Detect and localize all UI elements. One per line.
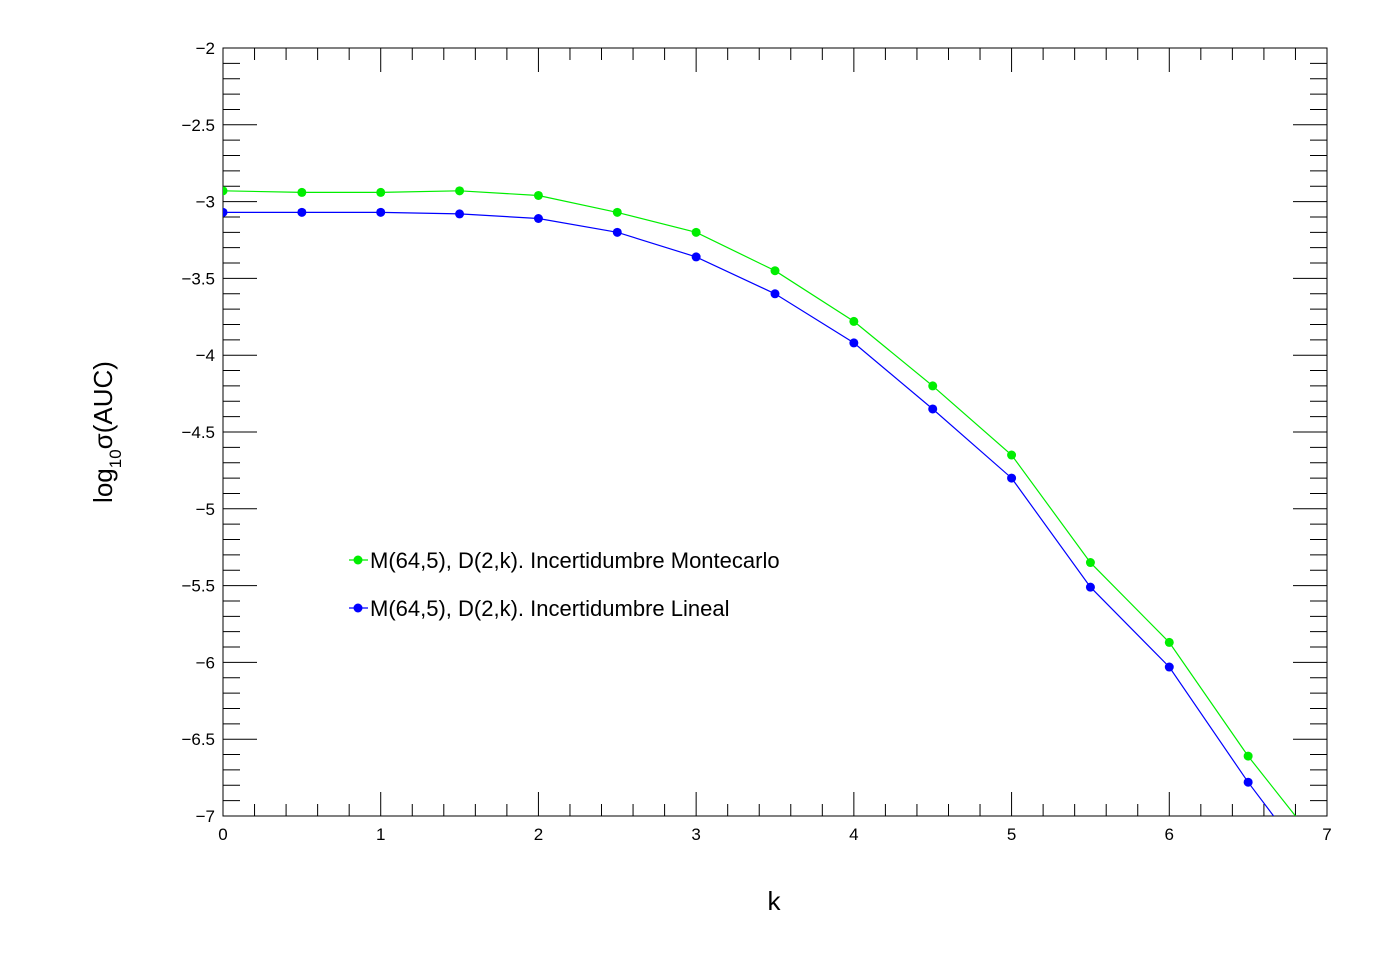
x-tick-label: 1 (376, 825, 385, 844)
x-tick-label: 7 (1322, 825, 1331, 844)
axis-ticks (222, 47, 1328, 817)
series-1-point (533, 190, 543, 200)
series-2-point (691, 252, 701, 262)
x-tick-label: 3 (691, 825, 700, 844)
series-2-point (612, 227, 622, 237)
y-axis-title: log10σ(AUC) (88, 361, 125, 503)
y-axis-title-prefix: log (88, 468, 118, 503)
series-2-point (376, 207, 386, 217)
series-2-point (455, 209, 465, 219)
legend-marker (353, 603, 363, 613)
y-tick-label: −3 (196, 193, 215, 212)
series-1-point (1243, 751, 1253, 761)
y-tick-label: −4.5 (181, 423, 215, 442)
series-2-point (1085, 582, 1095, 592)
series-1-point (1323, 851, 1332, 860)
y-tick-label: −7 (196, 807, 215, 826)
x-tick-label: 5 (1007, 825, 1016, 844)
x-tick-label: 4 (849, 825, 858, 844)
series-layer (223, 186, 1332, 891)
series-2-point (928, 404, 938, 414)
y-tick-label: −2.5 (181, 116, 215, 135)
series-2-point (223, 207, 228, 217)
series-2-point (1243, 777, 1253, 787)
series-1-point (376, 187, 386, 197)
y-tick-label: −2 (196, 39, 215, 58)
y-axis-title-subscript: 10 (106, 449, 125, 468)
series-1-point (612, 207, 622, 217)
series-1-point (297, 187, 307, 197)
series-2-point (1323, 882, 1332, 891)
legend-label: M(64,5), D(2,k). Incertidumbre Lineal (370, 596, 729, 621)
y-tick-label: −5.5 (181, 577, 215, 596)
x-tick-label: 2 (534, 825, 543, 844)
series-2-point (770, 289, 780, 299)
legend-marker (353, 555, 363, 565)
series-1-point (691, 227, 701, 237)
x-tick-labels: 0 1 2 3 4 5 6 7 (218, 825, 1331, 844)
series-2-point (849, 338, 859, 348)
series-2-point (533, 213, 543, 223)
series-2-point (1007, 473, 1017, 483)
series-1-point (1007, 450, 1017, 460)
x-axis-title: k (768, 886, 782, 916)
x-tick-label: 0 (218, 825, 227, 844)
series-1-point (1085, 558, 1095, 568)
y-tick-label: −6 (196, 653, 215, 672)
series-1-point (223, 186, 228, 196)
series-1-point (928, 381, 938, 391)
series-2-point (297, 207, 307, 217)
plot-frame (222, 47, 1328, 817)
y-tick-label: −5 (196, 500, 215, 519)
y-tick-labels: −2 −2.5 −3 −3.5 −4 −4.5 −5 −5.5 −6 −6.5 −7 (181, 39, 215, 826)
y-tick-label: −3.5 (181, 269, 215, 288)
series-1-point (1164, 637, 1174, 647)
y-tick-label: −6.5 (181, 730, 215, 749)
y-axis-title-suffix: σ(AUC) (88, 361, 118, 449)
series-1-point (770, 266, 780, 276)
legend: M(64,5), D(2,k). Incertidumbre Montecarl… (349, 548, 780, 621)
series-1-point (455, 186, 465, 196)
series-1-point (849, 316, 859, 326)
legend-label: M(64,5), D(2,k). Incertidumbre Montecarl… (370, 548, 780, 573)
series-2-point (1164, 662, 1174, 672)
y-tick-label: −4 (196, 346, 215, 365)
x-tick-label: 6 (1165, 825, 1174, 844)
